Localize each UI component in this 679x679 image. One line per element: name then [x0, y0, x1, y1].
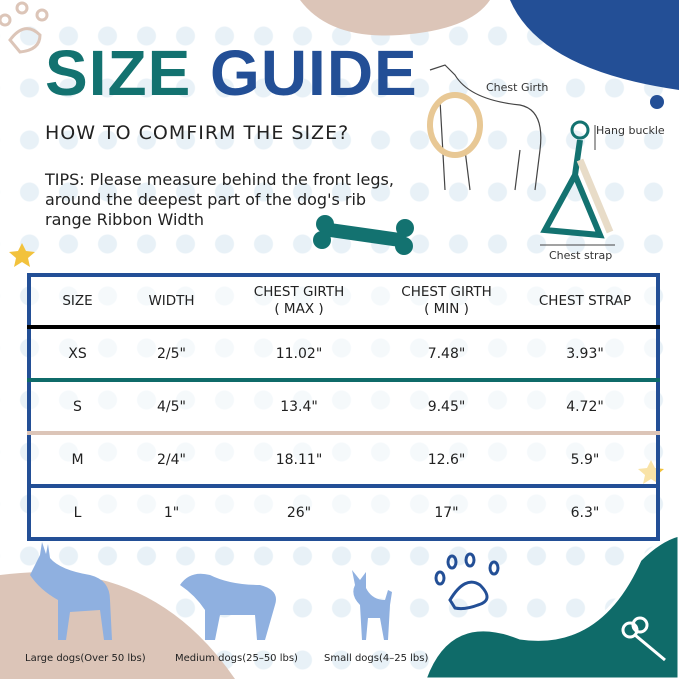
medium-dog-label: Medium dogs(25–50 lbs) — [175, 653, 298, 664]
harness-illustration — [540, 120, 615, 246]
cell: 17" — [434, 504, 459, 521]
medium-dog-icon — [180, 573, 276, 640]
cell: 11.02" — [219, 327, 379, 382]
bone-icon — [313, 215, 414, 255]
paw-top-left-icon — [0, 1, 49, 54]
cell: 4/5" — [124, 380, 219, 435]
header-chest-girth-max: CHEST GIRTH ( MAX ) — [219, 275, 379, 329]
header-width: WIDTH — [124, 275, 219, 329]
page-title: SIZE GUIDE — [45, 36, 418, 110]
large-dog-icon — [30, 542, 112, 640]
chest-strap-label: Chest strap — [549, 249, 613, 262]
cell: 4.72" — [514, 380, 658, 435]
table-row: S 4/5" 13.4" 9.45" 4.72" — [29, 380, 658, 435]
beige-top-blob — [300, 0, 490, 36]
teal-bottom-blob — [423, 533, 679, 679]
star-icon — [9, 243, 35, 267]
title-guide: GUIDE — [210, 37, 418, 109]
hang-buckle-label: Hang buckle — [596, 124, 665, 137]
paw-outline-icon — [434, 552, 500, 611]
cell: M — [29, 433, 124, 488]
large-dog-label: Large dogs(Over 50 lbs) — [25, 653, 146, 664]
table-row: L 1" 26" 17" 6.3" — [29, 486, 658, 539]
cell: XS — [29, 327, 124, 382]
cell: 26" — [286, 504, 312, 521]
small-dog-label: Small dogs(4–25 lbs) — [324, 653, 429, 664]
size-table: SIZE WIDTH CHEST GIRTH ( MAX ) CHEST GIR… — [27, 273, 660, 541]
header-chest-girth-min: CHEST GIRTH ( MIN ) — [379, 275, 514, 329]
tips-text: TIPS: Please measure behind the front le… — [45, 170, 394, 229]
table-header-row: SIZE WIDTH CHEST GIRTH ( MAX ) CHEST GIR… — [29, 275, 658, 329]
table-row: M 2/4" 18.11" 12.6" 5.9" — [29, 433, 658, 488]
bone-outline-icon — [621, 616, 666, 662]
cell: 6.3" — [570, 504, 600, 521]
cell: 1" — [163, 504, 180, 521]
cell: 13.4" — [219, 380, 379, 435]
cell: 12.6" — [379, 433, 514, 488]
cell: S — [29, 380, 124, 435]
small-dog-icon — [352, 570, 392, 640]
cell: 2/4" — [124, 433, 219, 488]
chest-girth-label: Chest Girth — [486, 81, 549, 94]
header-size: SIZE — [29, 275, 124, 329]
cell: 2/5" — [124, 327, 219, 382]
blue-dot — [650, 95, 664, 109]
cell: 18.11" — [219, 433, 379, 488]
dog-silhouettes — [30, 542, 392, 640]
table-row: XS 2/5" 11.02" 7.48" 3.93" — [29, 327, 658, 382]
cell: 3.93" — [514, 327, 658, 382]
header-chest-strap: CHEST STRAP — [514, 275, 658, 329]
cell: 5.9" — [514, 433, 658, 488]
subtitle: HOW TO COMFIRM THE SIZE? — [45, 122, 350, 144]
blue-corner-blob — [510, 0, 679, 90]
cell: 9.45" — [379, 380, 514, 435]
cell: L — [73, 504, 82, 521]
cell: 7.48" — [379, 327, 514, 382]
title-size: SIZE — [45, 37, 192, 109]
dog-measure-illustration — [427, 64, 542, 191]
